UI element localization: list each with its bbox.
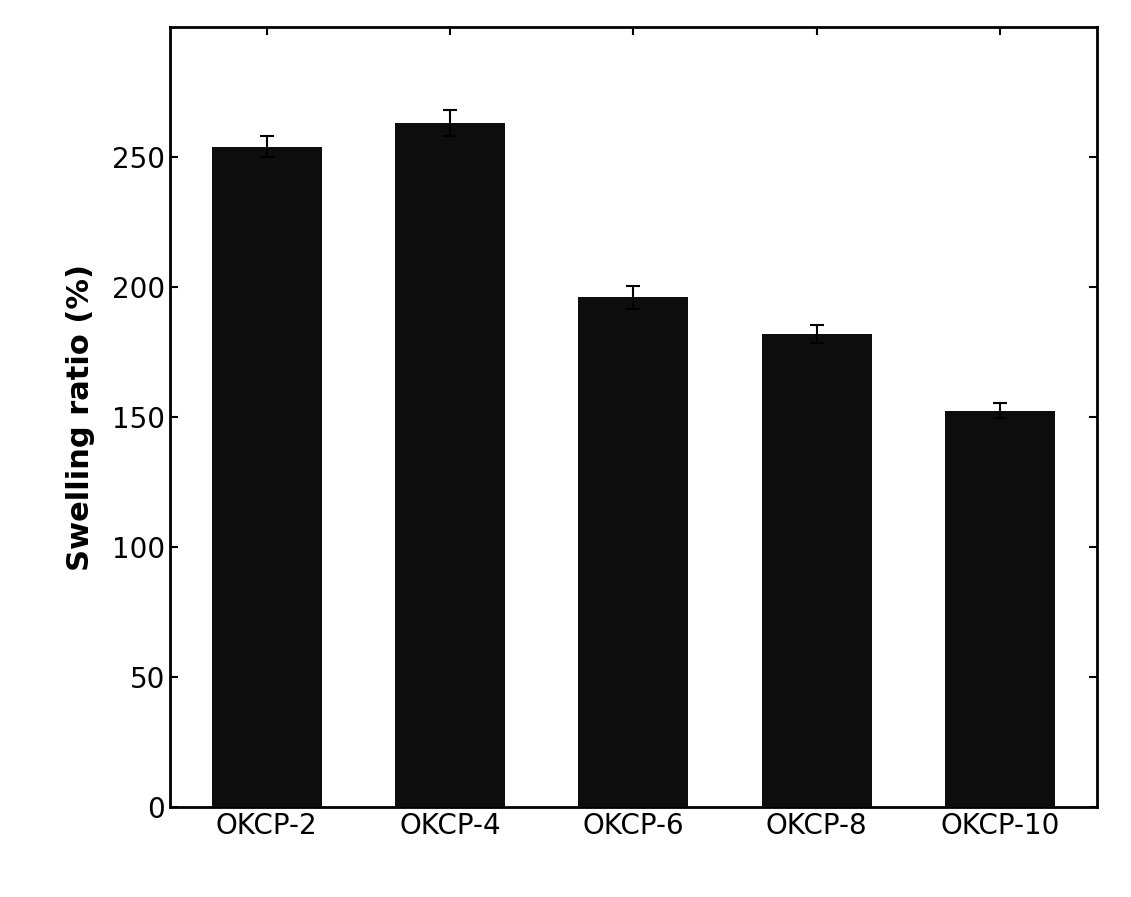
Bar [395, 123, 506, 807]
Bar [578, 298, 689, 807]
Bar [944, 411, 1055, 807]
Y-axis label: Swelling ratio (%): Swelling ratio (%) [66, 264, 95, 570]
Bar [761, 334, 872, 807]
Bar [211, 146, 322, 807]
